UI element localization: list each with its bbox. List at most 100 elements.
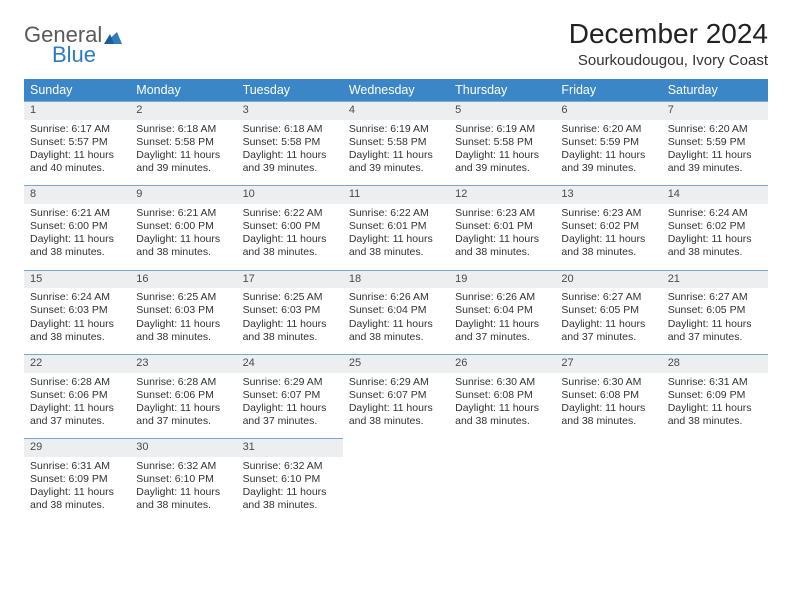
day-body: Sunrise: 6:26 AMSunset: 6:04 PMDaylight:… bbox=[343, 288, 449, 354]
sunrise-line: Sunrise: 6:26 AM bbox=[349, 291, 443, 304]
day-number: 9 bbox=[130, 186, 236, 204]
title-block: December 2024 Sourkoudougou, Ivory Coast bbox=[569, 18, 768, 69]
sunrise-line: Sunrise: 6:20 AM bbox=[561, 123, 655, 136]
sunrise-line: Sunrise: 6:18 AM bbox=[243, 123, 337, 136]
day-body: Sunrise: 6:19 AMSunset: 5:58 PMDaylight:… bbox=[449, 120, 555, 186]
calendar-cell: 6Sunrise: 6:20 AMSunset: 5:59 PMDaylight… bbox=[555, 102, 661, 186]
day-body: Sunrise: 6:21 AMSunset: 6:00 PMDaylight:… bbox=[130, 204, 236, 270]
daylight-line: Daylight: 11 hours and 38 minutes. bbox=[30, 318, 124, 344]
calendar-cell: 22Sunrise: 6:28 AMSunset: 6:06 PMDayligh… bbox=[24, 354, 130, 438]
sunset-line: Sunset: 5:59 PM bbox=[561, 136, 655, 149]
sunrise-line: Sunrise: 6:21 AM bbox=[136, 207, 230, 220]
sunrise-line: Sunrise: 6:26 AM bbox=[455, 291, 549, 304]
day-body: Sunrise: 6:32 AMSunset: 6:10 PMDaylight:… bbox=[130, 457, 236, 523]
day-body: Sunrise: 6:24 AMSunset: 6:03 PMDaylight:… bbox=[24, 288, 130, 354]
sunset-line: Sunset: 6:01 PM bbox=[349, 220, 443, 233]
sunset-line: Sunset: 6:07 PM bbox=[349, 389, 443, 402]
day-body: Sunrise: 6:26 AMSunset: 6:04 PMDaylight:… bbox=[449, 288, 555, 354]
day-number: 13 bbox=[555, 186, 661, 204]
sunrise-line: Sunrise: 6:25 AM bbox=[136, 291, 230, 304]
calendar-cell: 12Sunrise: 6:23 AMSunset: 6:01 PMDayligh… bbox=[449, 186, 555, 270]
sunset-line: Sunset: 6:05 PM bbox=[668, 304, 762, 317]
day-number: 8 bbox=[24, 186, 130, 204]
calendar-body: 1Sunrise: 6:17 AMSunset: 5:57 PMDaylight… bbox=[24, 102, 768, 523]
header: GeneralBlue December 2024 Sourkoudougou,… bbox=[24, 18, 768, 69]
day-body: Sunrise: 6:27 AMSunset: 6:05 PMDaylight:… bbox=[662, 288, 768, 354]
day-number: 4 bbox=[343, 102, 449, 120]
daylight-line: Daylight: 11 hours and 38 minutes. bbox=[455, 233, 549, 259]
weekday-header: Wednesday bbox=[343, 79, 449, 102]
daylight-line: Daylight: 11 hours and 38 minutes. bbox=[349, 233, 443, 259]
sunset-line: Sunset: 6:00 PM bbox=[30, 220, 124, 233]
day-body: Sunrise: 6:31 AMSunset: 6:09 PMDaylight:… bbox=[662, 373, 768, 439]
sunset-line: Sunset: 6:08 PM bbox=[561, 389, 655, 402]
sunrise-line: Sunrise: 6:19 AM bbox=[349, 123, 443, 136]
weekday-header: Sunday bbox=[24, 79, 130, 102]
sunset-line: Sunset: 5:58 PM bbox=[243, 136, 337, 149]
calendar-cell: 9Sunrise: 6:21 AMSunset: 6:00 PMDaylight… bbox=[130, 186, 236, 270]
sunrise-line: Sunrise: 6:28 AM bbox=[136, 376, 230, 389]
daylight-line: Daylight: 11 hours and 38 minutes. bbox=[349, 318, 443, 344]
day-number: 14 bbox=[662, 186, 768, 204]
calendar-cell: 31Sunrise: 6:32 AMSunset: 6:10 PMDayligh… bbox=[237, 439, 343, 523]
day-number: 31 bbox=[237, 439, 343, 457]
day-number: 18 bbox=[343, 271, 449, 289]
day-body: Sunrise: 6:30 AMSunset: 6:08 PMDaylight:… bbox=[449, 373, 555, 439]
sunset-line: Sunset: 6:03 PM bbox=[136, 304, 230, 317]
sunrise-line: Sunrise: 6:27 AM bbox=[561, 291, 655, 304]
day-number: 11 bbox=[343, 186, 449, 204]
sunset-line: Sunset: 6:10 PM bbox=[136, 473, 230, 486]
day-body: Sunrise: 6:24 AMSunset: 6:02 PMDaylight:… bbox=[662, 204, 768, 270]
daylight-line: Daylight: 11 hours and 39 minutes. bbox=[349, 149, 443, 175]
daylight-line: Daylight: 11 hours and 37 minutes. bbox=[243, 402, 337, 428]
sunrise-line: Sunrise: 6:30 AM bbox=[561, 376, 655, 389]
sunrise-line: Sunrise: 6:19 AM bbox=[455, 123, 549, 136]
weekday-header: Friday bbox=[555, 79, 661, 102]
sunset-line: Sunset: 5:58 PM bbox=[349, 136, 443, 149]
daylight-line: Daylight: 11 hours and 40 minutes. bbox=[30, 149, 124, 175]
sunset-line: Sunset: 6:04 PM bbox=[455, 304, 549, 317]
day-number: 24 bbox=[237, 355, 343, 373]
day-body: Sunrise: 6:17 AMSunset: 5:57 PMDaylight:… bbox=[24, 120, 130, 186]
calendar-cell: 13Sunrise: 6:23 AMSunset: 6:02 PMDayligh… bbox=[555, 186, 661, 270]
day-number: 2 bbox=[130, 102, 236, 120]
sunrise-line: Sunrise: 6:29 AM bbox=[349, 376, 443, 389]
calendar-cell: 14Sunrise: 6:24 AMSunset: 6:02 PMDayligh… bbox=[662, 186, 768, 270]
sunset-line: Sunset: 6:06 PM bbox=[136, 389, 230, 402]
calendar-cell: 15Sunrise: 6:24 AMSunset: 6:03 PMDayligh… bbox=[24, 270, 130, 354]
calendar-cell: 19Sunrise: 6:26 AMSunset: 6:04 PMDayligh… bbox=[449, 270, 555, 354]
daylight-line: Daylight: 11 hours and 37 minutes. bbox=[455, 318, 549, 344]
daylight-line: Daylight: 11 hours and 38 minutes. bbox=[136, 233, 230, 259]
daylight-line: Daylight: 11 hours and 38 minutes. bbox=[561, 402, 655, 428]
calendar-cell: 8Sunrise: 6:21 AMSunset: 6:00 PMDaylight… bbox=[24, 186, 130, 270]
calendar-cell: 7Sunrise: 6:20 AMSunset: 5:59 PMDaylight… bbox=[662, 102, 768, 186]
sunset-line: Sunset: 6:00 PM bbox=[243, 220, 337, 233]
location-label: Sourkoudougou, Ivory Coast bbox=[569, 52, 768, 69]
day-number: 29 bbox=[24, 439, 130, 457]
sunset-line: Sunset: 6:06 PM bbox=[30, 389, 124, 402]
sunset-line: Sunset: 5:57 PM bbox=[30, 136, 124, 149]
day-body: Sunrise: 6:23 AMSunset: 6:02 PMDaylight:… bbox=[555, 204, 661, 270]
sunset-line: Sunset: 6:04 PM bbox=[349, 304, 443, 317]
calendar-cell: 24Sunrise: 6:29 AMSunset: 6:07 PMDayligh… bbox=[237, 354, 343, 438]
sunrise-line: Sunrise: 6:29 AM bbox=[243, 376, 337, 389]
sunrise-line: Sunrise: 6:27 AM bbox=[668, 291, 762, 304]
day-number: 5 bbox=[449, 102, 555, 120]
daylight-line: Daylight: 11 hours and 38 minutes. bbox=[668, 233, 762, 259]
calendar-cell: 11Sunrise: 6:22 AMSunset: 6:01 PMDayligh… bbox=[343, 186, 449, 270]
calendar-cell: 25Sunrise: 6:29 AMSunset: 6:07 PMDayligh… bbox=[343, 354, 449, 438]
sunrise-line: Sunrise: 6:31 AM bbox=[30, 460, 124, 473]
sunrise-line: Sunrise: 6:22 AM bbox=[349, 207, 443, 220]
sunset-line: Sunset: 6:00 PM bbox=[136, 220, 230, 233]
calendar-row: 15Sunrise: 6:24 AMSunset: 6:03 PMDayligh… bbox=[24, 270, 768, 354]
calendar-cell: 5Sunrise: 6:19 AMSunset: 5:58 PMDaylight… bbox=[449, 102, 555, 186]
day-body: Sunrise: 6:30 AMSunset: 6:08 PMDaylight:… bbox=[555, 373, 661, 439]
day-number: 22 bbox=[24, 355, 130, 373]
daylight-line: Daylight: 11 hours and 38 minutes. bbox=[136, 486, 230, 512]
day-body: Sunrise: 6:19 AMSunset: 5:58 PMDaylight:… bbox=[343, 120, 449, 186]
day-number: 23 bbox=[130, 355, 236, 373]
calendar-cell bbox=[555, 439, 661, 523]
day-body: Sunrise: 6:28 AMSunset: 6:06 PMDaylight:… bbox=[24, 373, 130, 439]
calendar-cell bbox=[449, 439, 555, 523]
day-body: Sunrise: 6:22 AMSunset: 6:01 PMDaylight:… bbox=[343, 204, 449, 270]
